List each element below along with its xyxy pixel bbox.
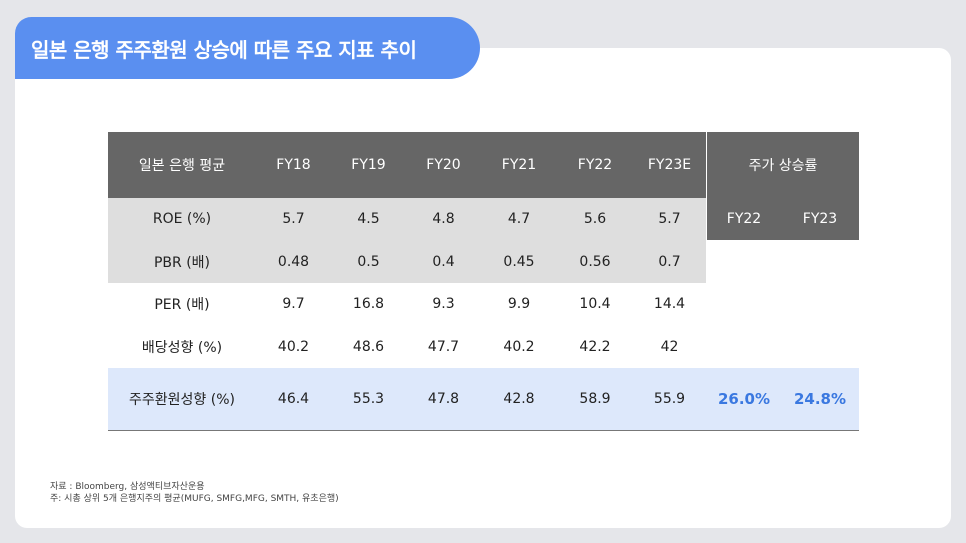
row-label: 주주환원성향 (%): [129, 392, 235, 408]
header-fy23e: FY23E: [633, 132, 706, 198]
table-bottom-border: [108, 430, 859, 431]
table-cell: 0.48: [277, 253, 310, 270]
table-cell: 58.9: [579, 391, 611, 407]
source-note: 자료 : Bloomberg, 삼성액티브자산운용: [50, 482, 205, 492]
table-cell: 4.7: [507, 211, 531, 227]
row-label: PER (배): [154, 297, 210, 313]
header-stock-rise: 주가 상승률: [707, 132, 859, 198]
table-cell: 5.6: [583, 211, 607, 227]
table-cell: 10.4: [579, 296, 611, 312]
header-fy20: FY20: [406, 132, 481, 198]
table-cell: 47.8: [427, 391, 460, 407]
table-cell: 0.4: [432, 253, 455, 270]
table-cell: 46.4: [277, 391, 310, 407]
row-label: PBR (배): [153, 254, 211, 271]
table-cell: 16.8: [352, 296, 385, 312]
table-cell: 9.3: [432, 296, 455, 312]
table-cell: 14.4: [653, 296, 686, 312]
table-cell: 4.5: [357, 211, 380, 227]
table-cell: 40.2: [503, 338, 535, 355]
table-cell: 5.7: [658, 211, 681, 227]
row-label: 배당성향 (%): [141, 339, 223, 356]
table-cell: 0.7: [658, 253, 681, 270]
table-cell: 5.7: [282, 211, 305, 227]
header-label: 일본 은행 평균: [108, 132, 256, 198]
table-cell: 0.45: [503, 253, 535, 270]
header-stock-fy23: FY23: [781, 198, 859, 240]
table-cell: 4.8: [432, 211, 455, 227]
page-title: 일본 은행 주주환원 상승에 따른 주요 지표 추이: [15, 17, 480, 79]
table-cell: 48.6: [352, 338, 385, 355]
stock-rise-fy22: 26.0%: [717, 390, 771, 408]
header-fy19: FY19: [331, 132, 406, 198]
header-fy21: FY21: [481, 132, 557, 198]
content-card: [15, 48, 951, 528]
header-fy22: FY22: [557, 132, 633, 198]
table-cell: 0.56: [579, 253, 611, 270]
table-cell: 42: [660, 338, 679, 355]
shareholder-return-row-bg: [108, 368, 859, 430]
table-cell: 55.3: [352, 391, 385, 407]
pbr-row-bg: [108, 240, 706, 283]
header-fy18: FY18: [256, 132, 331, 198]
table-cell: 0.5: [357, 253, 380, 270]
stock-rise-fy23: 24.8%: [793, 390, 847, 408]
table-cell: 42.8: [503, 391, 535, 407]
row-label: ROE (%): [152, 211, 212, 227]
table-cell: 42.2: [579, 338, 611, 355]
footnote: 주: 시총 상위 5개 은행지주의 평균(MUFG, SMFG,MFG, SMT…: [50, 494, 339, 504]
table-cell: 40.2: [277, 338, 310, 355]
table-cell: 55.9: [653, 391, 686, 407]
table-cell: 47.7: [427, 338, 460, 355]
header-stock-fy22: FY22: [707, 198, 781, 240]
footnotes: 자료 : Bloomberg, 삼성액티브자산운용 주: 시총 상위 5개 은행…: [50, 481, 339, 505]
table-cell: 9.7: [282, 296, 305, 312]
table-cell: 9.9: [507, 296, 531, 312]
roe-row-bg: [108, 198, 706, 240]
